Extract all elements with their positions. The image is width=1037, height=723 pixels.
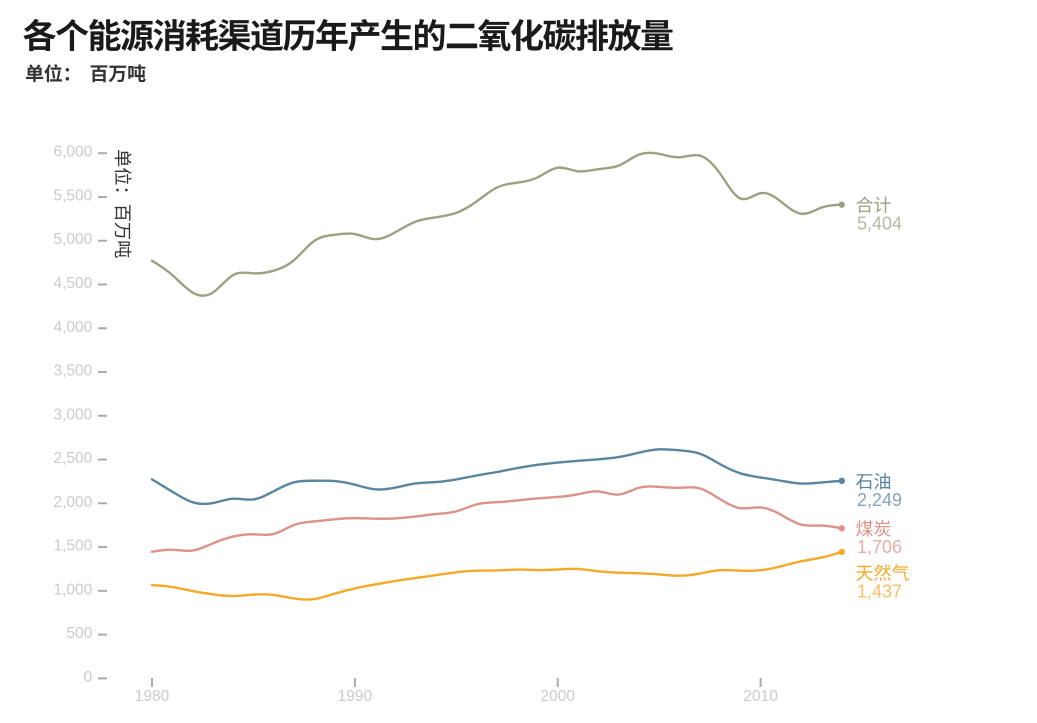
svg-text:1,000: 1,000: [54, 581, 93, 598]
svg-text:1,500: 1,500: [54, 538, 93, 555]
svg-text:2,500: 2,500: [54, 450, 93, 467]
svg-text:1,706: 1,706: [857, 537, 902, 557]
svg-text:2,249: 2,249: [857, 490, 902, 510]
svg-text:3,000: 3,000: [54, 406, 93, 423]
svg-text:1,437: 1,437: [857, 582, 902, 602]
svg-text:4,500: 4,500: [54, 275, 93, 292]
svg-text:4,000: 4,000: [54, 319, 93, 336]
svg-text:2,000: 2,000: [54, 494, 93, 511]
svg-text:500: 500: [66, 625, 92, 642]
svg-text:3,500: 3,500: [54, 363, 93, 380]
svg-text:1990: 1990: [338, 688, 373, 705]
svg-text:5,500: 5,500: [54, 187, 93, 204]
svg-text:1980: 1980: [135, 688, 170, 705]
svg-text:2000: 2000: [540, 688, 575, 705]
svg-text:6,000: 6,000: [54, 144, 93, 161]
svg-text:5,000: 5,000: [54, 231, 93, 248]
svg-text:0: 0: [84, 669, 93, 686]
svg-text:5,404: 5,404: [857, 214, 902, 234]
svg-text:2010: 2010: [743, 688, 778, 705]
